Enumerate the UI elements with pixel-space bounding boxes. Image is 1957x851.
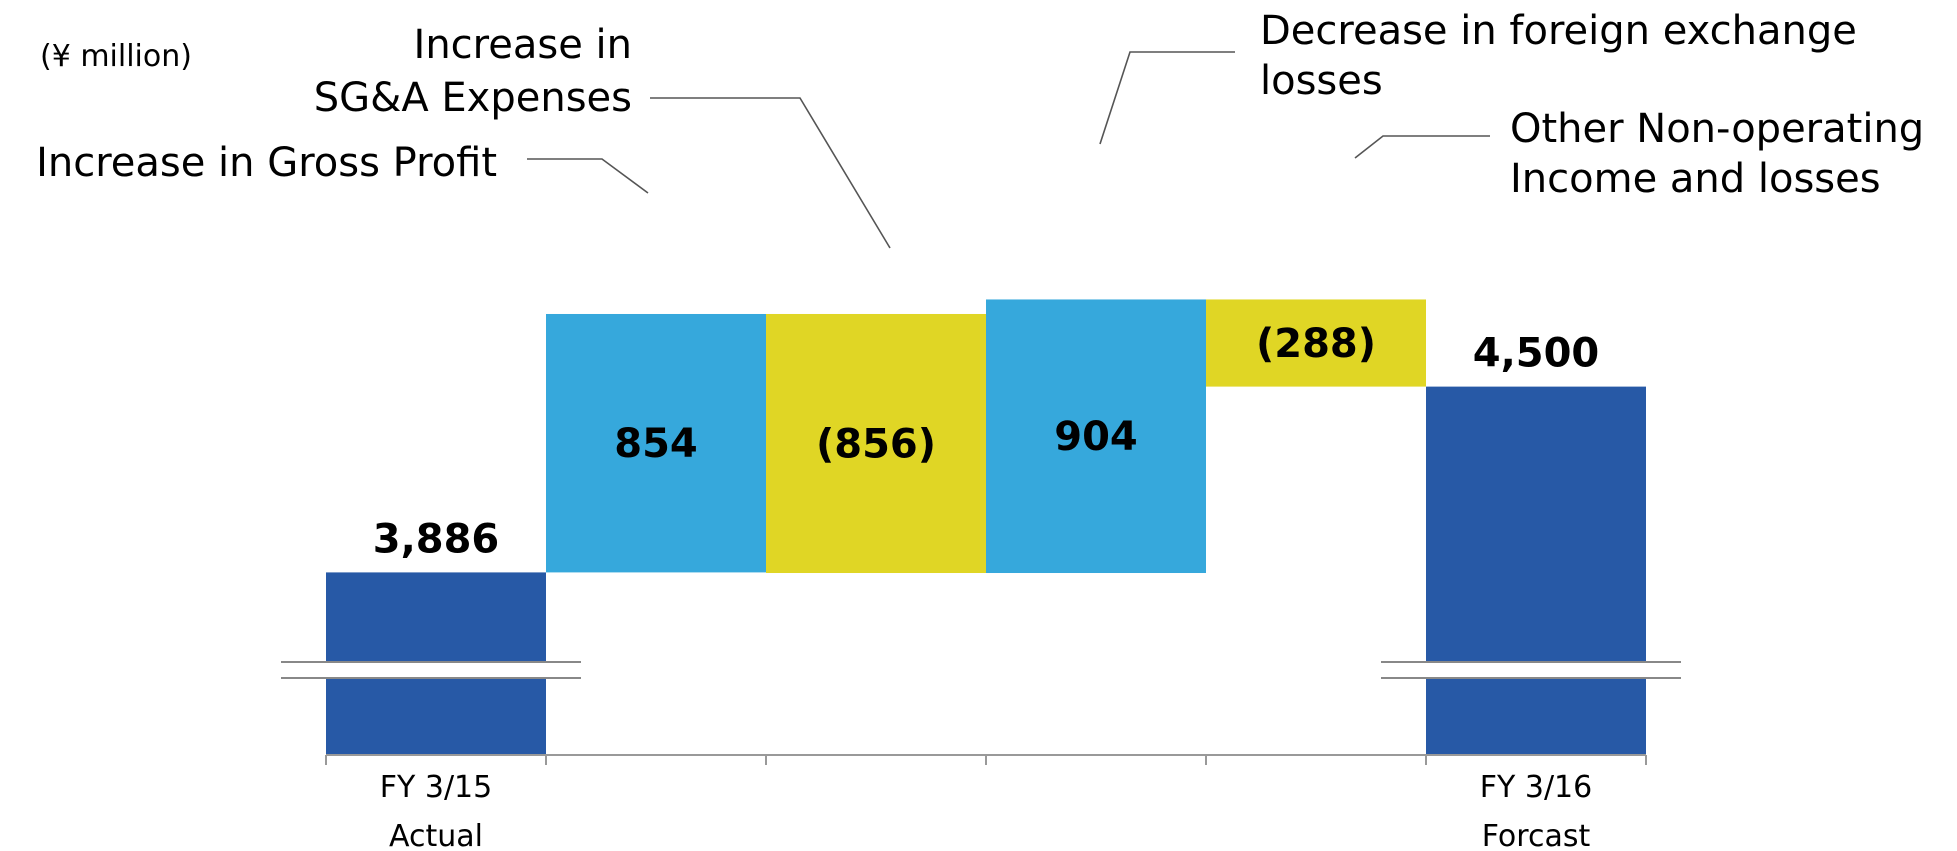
value-label-6: 4,500 <box>1473 331 1600 377</box>
annotation-2-line-1: Increase in <box>414 22 632 68</box>
leader-line-2 <box>650 97 891 249</box>
annotation-2-line-2: SG&A Expenses <box>314 75 632 121</box>
unit-label: (¥ million) <box>40 39 192 74</box>
leader-line-4 <box>1354 135 1490 159</box>
annotation-3-line-1: Decrease in foreign exchange <box>1260 8 1857 54</box>
value-label-3: (856) <box>816 421 936 467</box>
leader-line-1 <box>527 158 649 194</box>
leader-line-3 <box>1099 51 1235 145</box>
tick-label-1-line1: FY 3/15 <box>380 770 493 805</box>
annotation-4-line-2: Income and losses <box>1510 156 1881 202</box>
axis-break-gap-6 <box>1421 662 1651 678</box>
bar-3 <box>766 313 986 574</box>
bar-6 <box>1426 386 1646 755</box>
value-label-1: 3,886 <box>373 516 500 562</box>
x-axis <box>325 754 1647 765</box>
axis-break-gap-1 <box>321 662 551 678</box>
annotations: Increase in Gross Profit Increase in SG&A … <box>36 8 1924 202</box>
annotation-4-line-1: Other Non-operating <box>1510 106 1924 152</box>
tick-label-6-line2: Forcast <box>1482 819 1591 851</box>
leader-lines <box>527 51 1490 249</box>
tick-label-6-line1: FY 3/16 <box>1480 770 1593 805</box>
value-label-5: (288) <box>1256 321 1376 367</box>
bar-2 <box>546 313 766 573</box>
value-labels: 3,886 854 (856) 904 (288) 4,500 <box>373 321 1600 562</box>
bars-group <box>326 299 1646 755</box>
bar-5 <box>1206 299 1426 387</box>
axis-break-group <box>281 661 1681 679</box>
annotation-3-line-2: losses <box>1260 58 1383 104</box>
value-label-4: 904 <box>1054 414 1138 460</box>
bar-4 <box>986 299 1206 574</box>
annotation-1-line-1: Increase in Gross Profit <box>36 140 497 186</box>
tick-labels: FY 3/15 Actual FY 3/16 Forcast <box>380 770 1593 851</box>
tick-label-1-line2: Actual <box>389 819 483 851</box>
value-label-2: 854 <box>614 421 698 467</box>
